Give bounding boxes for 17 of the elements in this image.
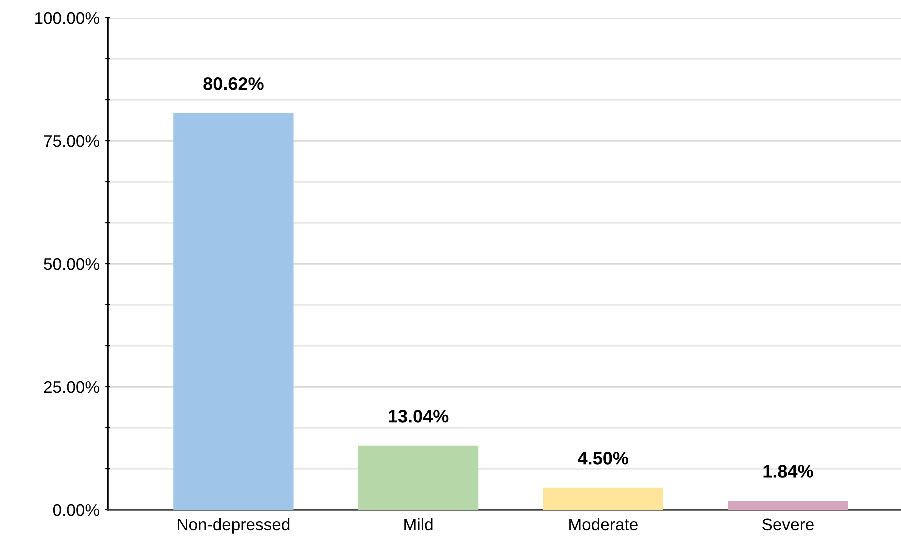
data-label: 80.62%	[204, 78, 264, 90]
data-label: 4.50%	[578, 452, 629, 465]
bar	[543, 488, 664, 510]
bar	[728, 500, 848, 510]
y-tick-label: 25.00%	[44, 381, 100, 394]
x-tick-label: Mild	[404, 518, 433, 531]
y-tick-label: 0.00%	[53, 504, 100, 516]
x-tick-label: Severe	[762, 518, 814, 531]
data-label: 13.04%	[389, 410, 449, 423]
bar	[174, 113, 294, 510]
bar	[358, 446, 479, 510]
y-tick-label: 75.00%	[44, 135, 100, 148]
data-label: 1.84%	[764, 465, 814, 478]
y-tick-label: 100.00%	[35, 12, 100, 24]
x-tick-label: Moderate	[570, 518, 638, 531]
y-tick-label: 50.00%	[44, 258, 100, 270]
x-tick-label: Non-depressed	[178, 518, 290, 534]
